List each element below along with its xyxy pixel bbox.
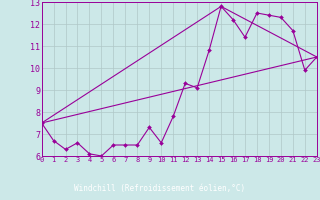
Text: Windchill (Refroidissement éolien,°C): Windchill (Refroidissement éolien,°C) <box>75 184 245 193</box>
